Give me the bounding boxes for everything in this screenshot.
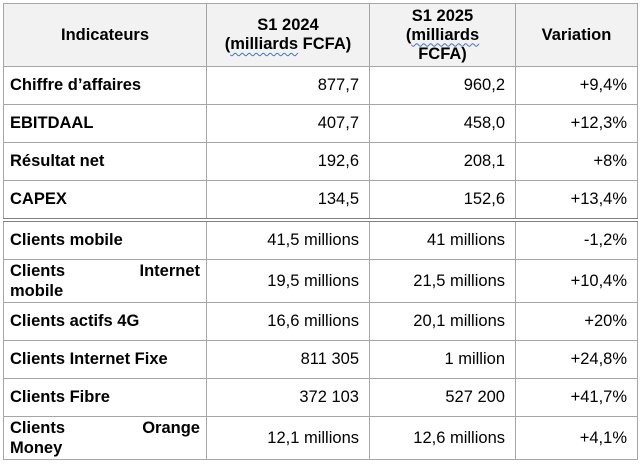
row-label: Clients Orange Money [3, 416, 207, 460]
table-row: Résultat net 192,6 208,1 +8% [3, 142, 638, 181]
row-s1-2024: 372 103 [206, 378, 370, 417]
table-header-row: Indicateurs S1 2024 (milliards FCFA) S1 … [3, 3, 638, 67]
row-s1-2025: 41 millions [369, 219, 516, 260]
row-variation: -1,2% [515, 219, 638, 260]
row-s1-2025: 21,5 millions [369, 259, 516, 303]
row-s1-2024: 811 305 [206, 340, 370, 379]
row-s1-2024: 877,7 [206, 66, 370, 105]
row-s1-2024: 16,6 millions [206, 302, 370, 341]
table-row: Clients mobile 41,5 millions 41 millions… [3, 219, 638, 260]
row-s1-2025: 20,1 millions [369, 302, 516, 341]
header-s1-2025-line3: FCFA) [418, 44, 467, 63]
row-label: Clients Internet mobile [3, 259, 207, 303]
row-s1-2025: 527 200 [369, 378, 516, 417]
header-s1-2024-line2: (milliards FCFA) [224, 35, 352, 53]
row-label: CAPEX [3, 180, 207, 222]
row-variation: +9,4% [515, 66, 638, 105]
table-row: CAPEX 134,5 152,6 +13,4% [3, 180, 638, 222]
row-variation: +41,7% [515, 378, 638, 417]
header-s1-2024: S1 2024 (milliards FCFA) [206, 3, 370, 67]
table-row: Chiffre d’affaires 877,7 960,2 +9,4% [3, 66, 638, 105]
row-label: Résultat net [3, 142, 207, 181]
table-row: Clients Fibre 372 103 527 200 +41,7% [3, 378, 638, 417]
kpi-table: Indicateurs S1 2024 (milliards FCFA) S1 … [3, 3, 638, 460]
row-variation: +12,3% [515, 104, 638, 143]
table-row: Clients Orange Money 12,1 millions 12,6 m… [3, 416, 638, 460]
row-s1-2025: 152,6 [369, 180, 516, 222]
header-variation: Variation [515, 3, 638, 67]
row-label: Clients Fibre [3, 378, 207, 417]
row-variation: +8% [515, 142, 638, 181]
header-s1-2025: S1 2025 (milliards FCFA) [369, 3, 516, 67]
row-variation: +24,8% [515, 340, 638, 379]
row-s1-2025: 1 million [369, 340, 516, 379]
table-row: Clients actifs 4G 16,6 millions 20,1 mil… [3, 302, 638, 341]
row-variation: +13,4% [515, 180, 638, 222]
row-variation: +10,4% [515, 259, 638, 303]
row-label: EBITDAAL [3, 104, 207, 143]
row-s1-2024: 192,6 [206, 142, 370, 181]
row-s1-2024: 12,1 millions [206, 416, 370, 460]
table-row: EBITDAAL 407,7 458,0 +12,3% [3, 104, 638, 143]
table-row: Clients Internet Fixe 811 305 1 million … [3, 340, 638, 379]
header-s1-2025-line1: S1 2025 [411, 6, 474, 25]
row-label: Clients mobile [3, 219, 207, 260]
table-row: Clients Internet mobile 19,5 millions 21,… [3, 259, 638, 303]
row-label: Clients actifs 4G [3, 302, 207, 341]
row-s1-2024: 41,5 millions [206, 219, 370, 260]
row-s1-2025: 458,0 [369, 104, 516, 143]
row-s1-2024: 19,5 millions [206, 259, 370, 303]
header-indicateurs: Indicateurs [3, 3, 207, 67]
row-label: Clients Internet Fixe [3, 340, 207, 379]
row-s1-2024: 134,5 [206, 180, 370, 222]
row-s1-2024: 407,7 [206, 104, 370, 143]
row-s1-2025: 12,6 millions [369, 416, 516, 460]
header-s1-2024-line1: S1 2024 [257, 16, 319, 34]
row-variation: +20% [515, 302, 638, 341]
row-label: Chiffre d’affaires [3, 66, 207, 105]
row-variation: +4,1% [515, 416, 638, 460]
row-s1-2025: 208,1 [369, 142, 516, 181]
header-s1-2025-line2: (milliards [405, 25, 480, 44]
row-s1-2025: 960,2 [369, 66, 516, 105]
